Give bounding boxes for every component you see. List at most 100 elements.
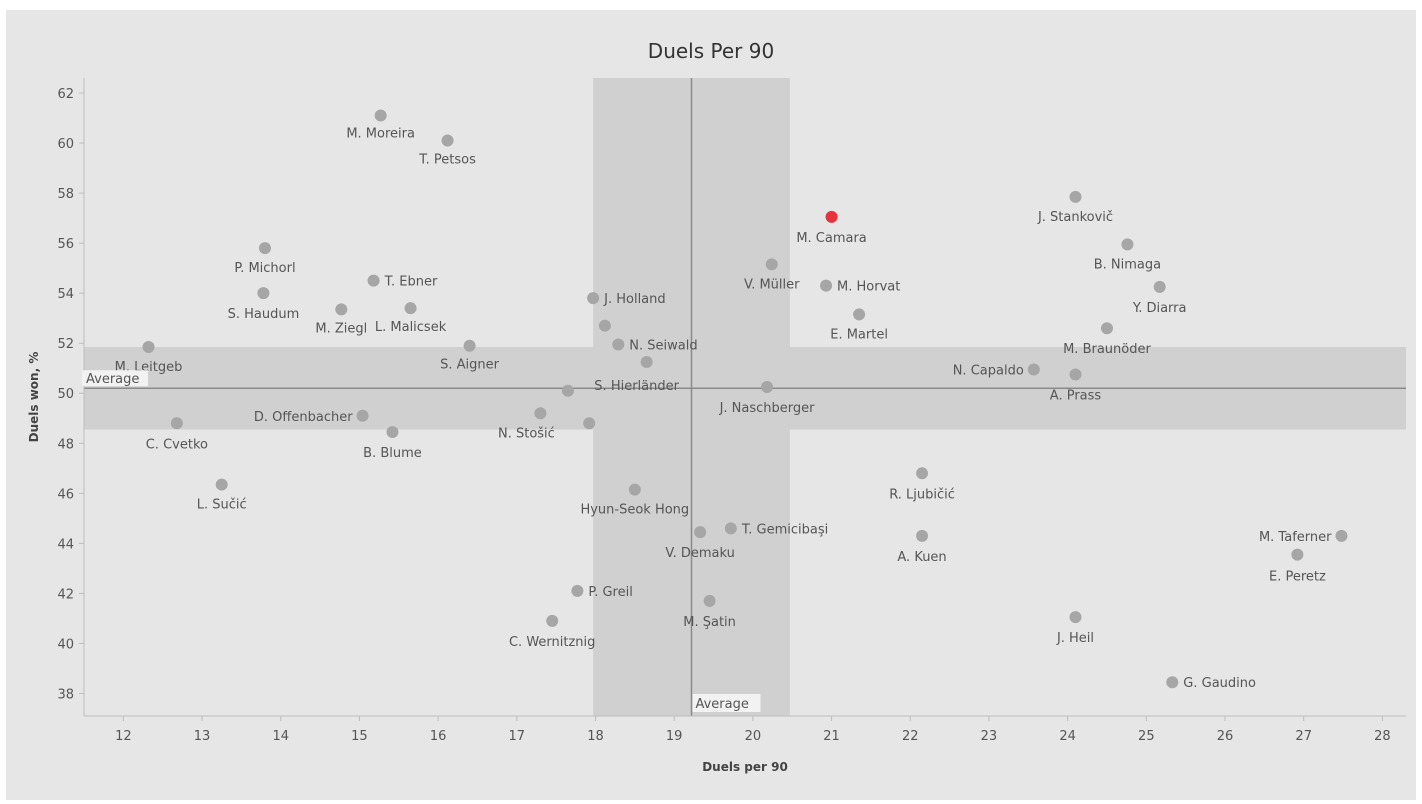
point-label: J. Stankovič [1037, 210, 1113, 225]
data-point [1291, 548, 1304, 561]
point-label: N. Seiwald [629, 338, 697, 353]
data-point [257, 287, 270, 300]
x-tick-label: 12 [115, 729, 132, 744]
data-point [534, 407, 547, 420]
point-label: P. Michorl [234, 261, 295, 276]
y-axis-title: Duels won, % [27, 352, 41, 443]
y-tick-label: 40 [57, 637, 74, 652]
point-label: A. Prass [1050, 388, 1102, 403]
data-point [1166, 676, 1179, 689]
average-bands [84, 78, 1406, 716]
x-axis-ticks: 12 13 14 15 16 17 18 19 20 21 22 23 24 25 26 27 28 [115, 716, 1391, 744]
data-point [356, 409, 369, 422]
data-point [916, 529, 929, 542]
data-point [1153, 280, 1166, 293]
point-label: M. Şatin [683, 615, 736, 630]
x-average-label-bg [692, 694, 761, 712]
point-label: V. Demaku [665, 546, 735, 561]
point-label: P. Greil [588, 585, 632, 600]
data-point [640, 355, 653, 368]
y-tick-label: 52 [57, 337, 74, 352]
x-tick-label: 24 [1059, 729, 1076, 744]
data-point [374, 109, 387, 122]
highlight-point [825, 210, 838, 223]
data-point [703, 594, 716, 607]
x-axis-title: Duels per 90 [702, 760, 788, 774]
x-tick-label: 13 [194, 729, 211, 744]
point-label: Y. Diarra [1132, 301, 1187, 316]
x-tick-label: 14 [272, 729, 289, 744]
y-tick-label: 44 [57, 537, 74, 552]
point-label: M. Braunöder [1063, 342, 1151, 357]
chart-title: Duels Per 90 [648, 39, 774, 63]
x-tick-label: 16 [430, 729, 447, 744]
point-label: T. Petsos [418, 153, 476, 168]
point-label: T. Ebner [384, 275, 438, 290]
data-point [1069, 611, 1082, 624]
point-label: J. Holland [603, 292, 666, 307]
data-point [916, 467, 929, 480]
data-point [335, 303, 348, 316]
data-point [765, 258, 778, 271]
data-point [441, 134, 454, 147]
point-label: C. Cvetko [146, 437, 208, 452]
data-point [598, 319, 611, 332]
data-point [628, 483, 641, 496]
point-label: Hyun-Seok Hong [580, 503, 689, 518]
data-point [1027, 363, 1040, 376]
point-label: T. Gemicibaşi [741, 522, 828, 537]
point-label: G. Gaudino [1183, 676, 1256, 691]
point-label: V. Müller [744, 277, 800, 292]
point-label: M. Camara [796, 231, 866, 246]
x-tick-label: 27 [1295, 729, 1312, 744]
x-tick-label: 19 [666, 729, 683, 744]
y-average-label: Average [86, 372, 139, 387]
chart-container: Duels Per 90 12 13 14 15 16 17 18 19 20 21 22 23 24 2… [6, 10, 1416, 800]
y-average-label-bg [82, 370, 148, 387]
point-label: J. Naschberger [719, 401, 816, 416]
data-point [724, 522, 737, 535]
data-point [561, 384, 574, 397]
point-label: L. Sučić [197, 498, 247, 513]
data-point [142, 340, 155, 353]
point-label: M. Ziegl [315, 321, 367, 336]
point-label: A. Kuen [897, 550, 946, 565]
data-point [583, 417, 596, 430]
data-point [258, 242, 271, 255]
data-point [820, 279, 833, 292]
y-tick-label: 46 [57, 487, 74, 502]
point-label: C. Wernitznig [509, 635, 595, 650]
y-tick-label: 50 [57, 387, 74, 402]
point-label: L. Malicsek [375, 320, 447, 335]
y-tick-label: 58 [57, 187, 74, 202]
data-point [1069, 368, 1082, 381]
point-label: N. Stošić [498, 426, 555, 441]
point-label: E. Peretz [1269, 570, 1326, 585]
x-tick-label: 20 [745, 729, 762, 744]
scatter-chart: Duels Per 90 12 13 14 15 16 17 18 19 20 21 22 23 24 2… [27, 39, 1406, 774]
y-tick-label: 54 [57, 287, 74, 302]
point-label: S. Hierländer [594, 379, 679, 394]
y-tick-label: 60 [57, 137, 74, 152]
point-label: B. Nimaga [1094, 257, 1161, 272]
data-point [463, 339, 476, 352]
point-label: S. Aigner [440, 358, 500, 373]
point-label: D. Offenbacher [254, 410, 353, 425]
point-label: N. Capaldo [953, 363, 1024, 378]
x-tick-label: 21 [823, 729, 840, 744]
data-point [170, 417, 183, 430]
average-labels: Average Average [82, 370, 761, 712]
data-point [1121, 238, 1134, 251]
point-label: M. Taferner [1259, 530, 1332, 545]
data-point [853, 308, 866, 321]
data-point [215, 478, 228, 491]
y-axis-ticks: 38 40 42 44 46 48 50 52 54 56 58 60 62 [57, 87, 84, 702]
x-tick-label: 17 [509, 729, 526, 744]
point-label: R. Ljubičić [889, 487, 955, 502]
y-tick-label: 42 [57, 587, 74, 602]
x-tick-label: 18 [587, 729, 604, 744]
y-tick-label: 62 [57, 87, 74, 102]
x-tick-label: 15 [351, 729, 368, 744]
data-point [571, 584, 584, 597]
